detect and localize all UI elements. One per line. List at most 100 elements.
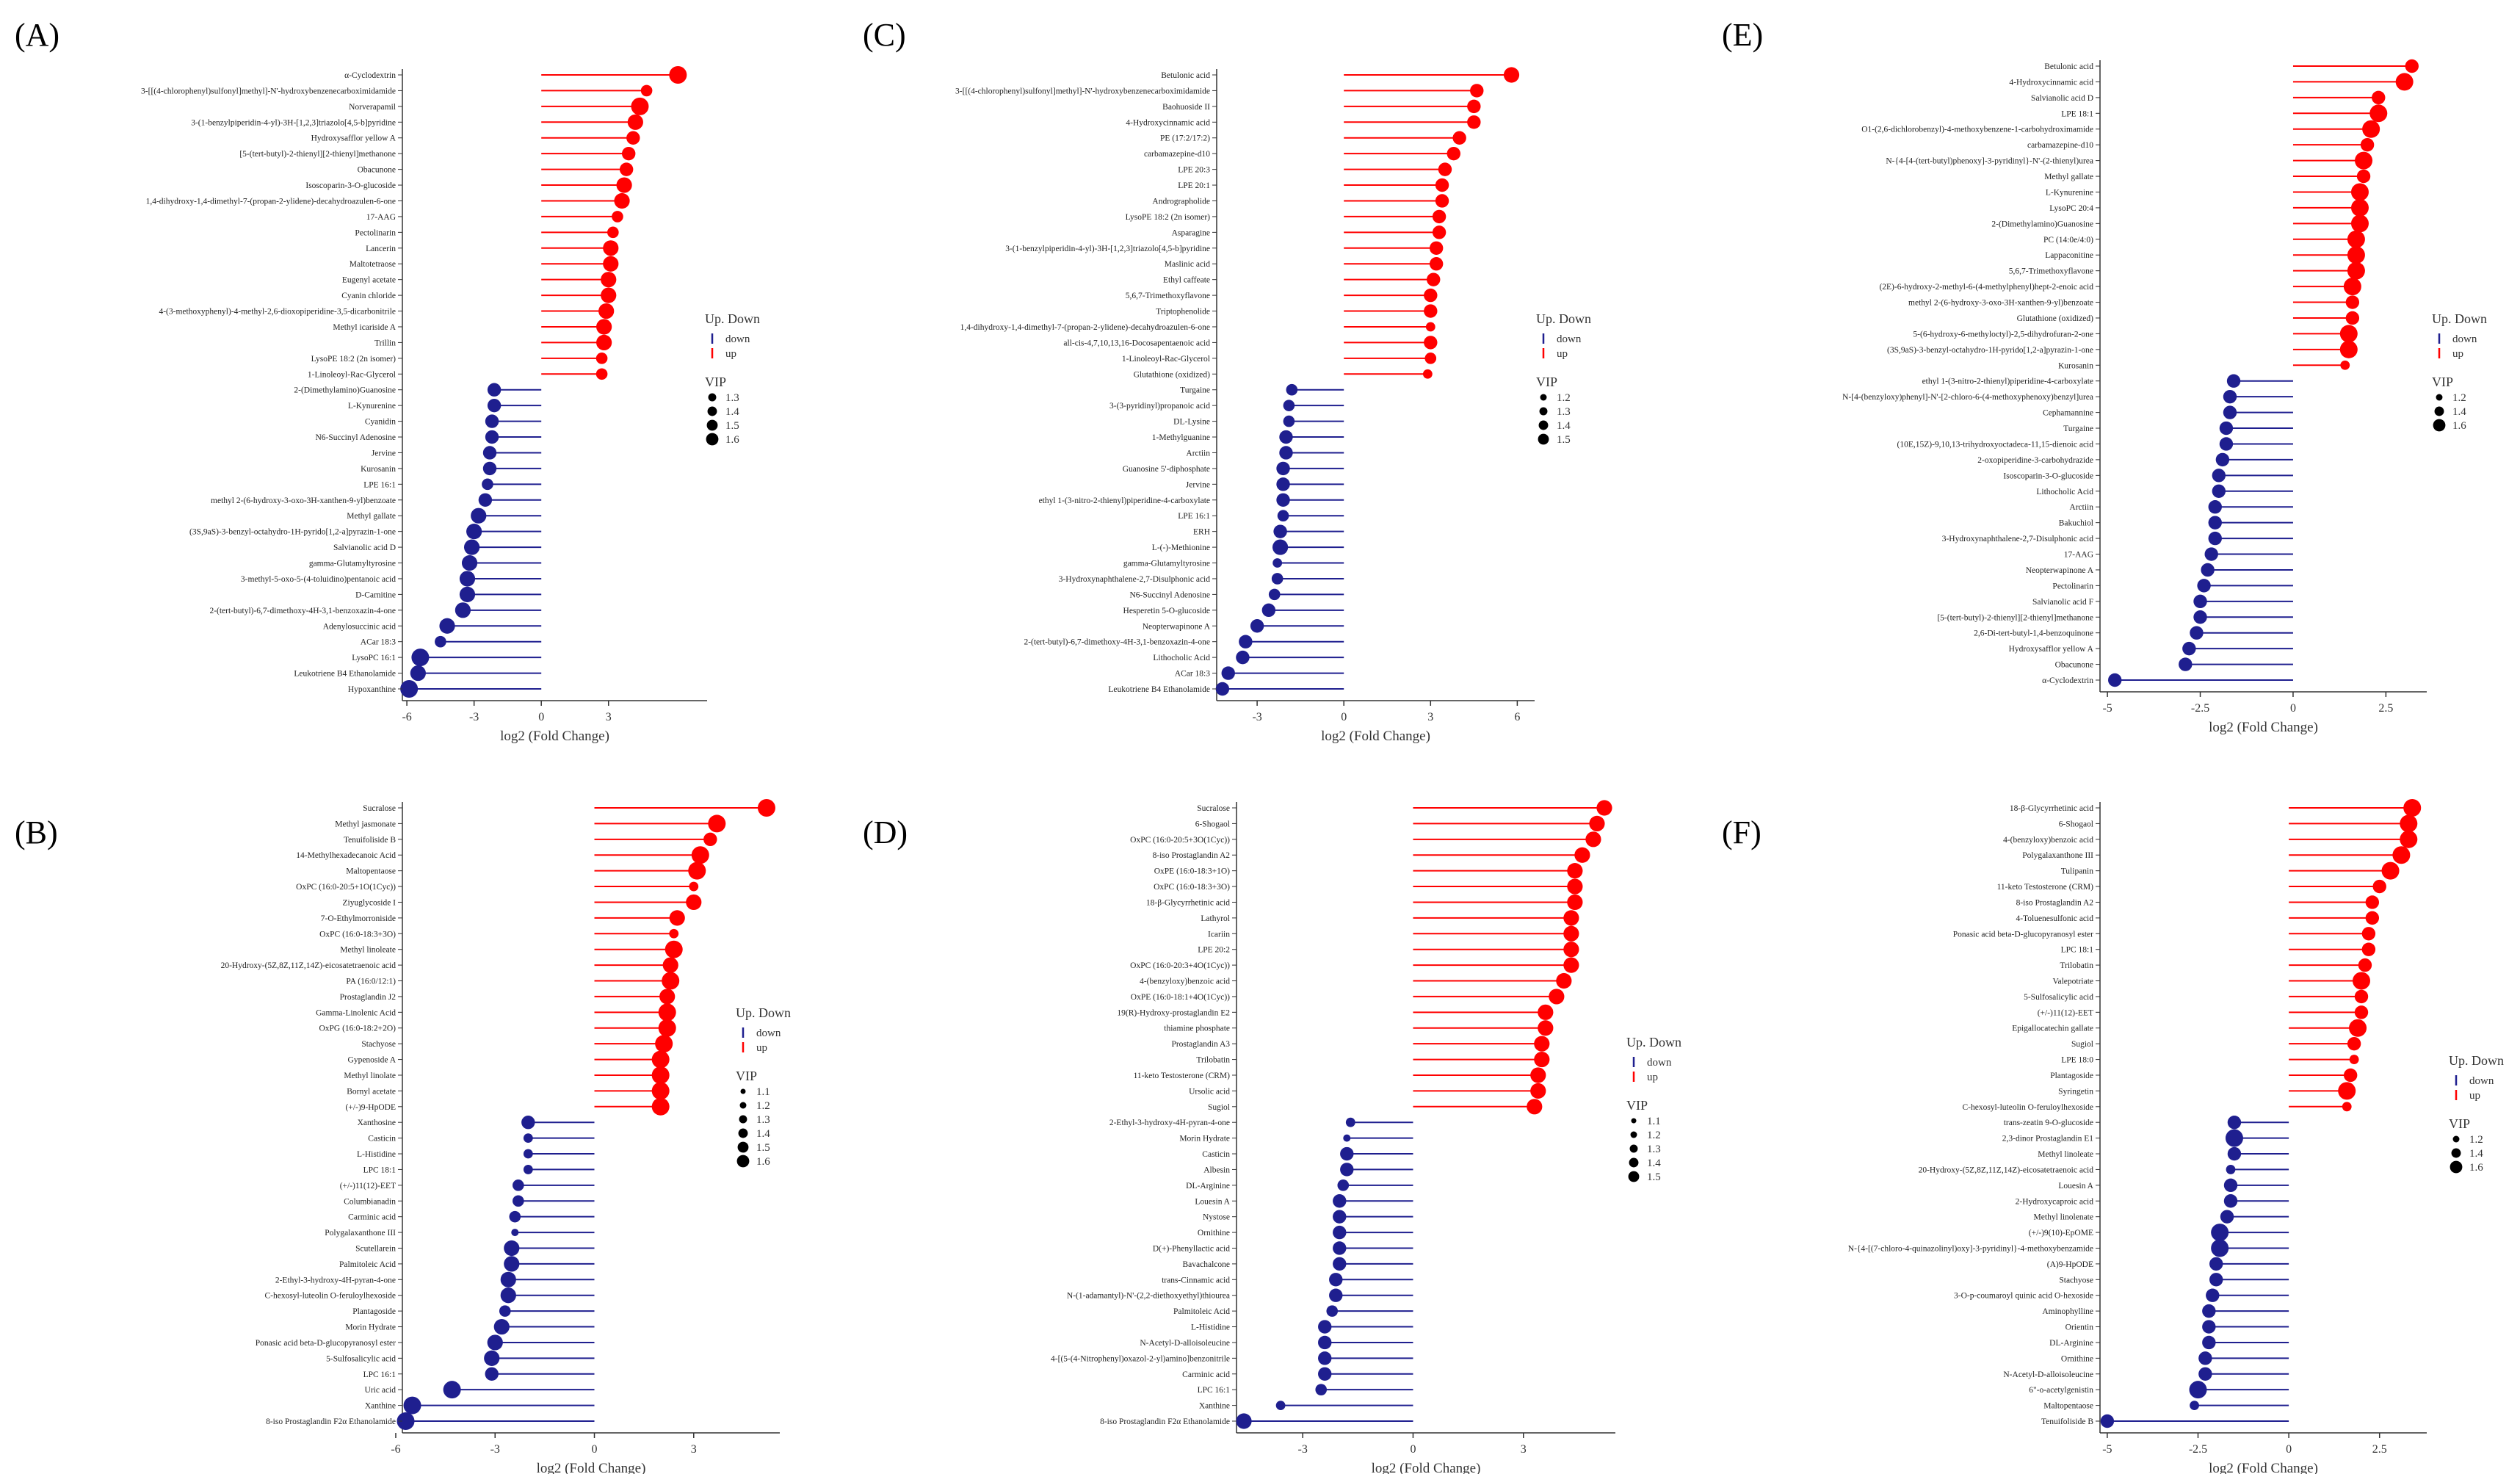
panel-c: (C) -3 0 3 6 log2 (Fold Change) Betulonic acid… xyxy=(863,17,1591,744)
metabolite-label: 1,4-dihydroxy-1,4-dimethyl-7-(propan-2-y… xyxy=(960,323,1210,332)
lollipop-point xyxy=(2350,214,2369,233)
lollipop-point xyxy=(2372,879,2386,894)
metabolite-label: Ornithine xyxy=(2061,1354,2093,1363)
lollipop-point xyxy=(2405,59,2419,73)
legend-direction-title: Up. Down xyxy=(1536,311,1591,326)
legend-vip-label: 1.4 xyxy=(756,1128,770,1140)
panel-f: (F) -5 -2.5 0 2.5 log2 (Fold Change) 18-β-Glyc… xyxy=(1722,799,2504,1474)
lollipop-point xyxy=(691,846,709,864)
metabolite-label: LPE 18:1 xyxy=(2061,109,2093,118)
metabolite-label: 4-(3-methoxyphenyl)-4-methyl-2,6-dioxopi… xyxy=(159,308,396,317)
metabolite-label: OxPC (16:0-20:5+3O(1Cyc)) xyxy=(1130,836,1230,845)
lollipop-point xyxy=(2198,1351,2212,1365)
lollipop-point xyxy=(1318,1335,1332,1350)
legend-vip-label: 1.2 xyxy=(2469,1134,2483,1146)
metabolite-label: PE (17:2/17:2) xyxy=(1160,134,1210,143)
x-axis-title: log2 (Fold Change) xyxy=(500,729,609,744)
legend-vip-dot xyxy=(737,1141,749,1153)
metabolite-label: Turgaine xyxy=(1180,386,1210,395)
metabolite-label: [5-(tert-butyl)-2-thienyl][2-thienyl]met… xyxy=(239,150,396,159)
metabolite-label: Kurosanin xyxy=(361,465,396,474)
x-tick-label: -3 xyxy=(469,711,479,723)
metabolite-label: Palmitoleic Acid xyxy=(1173,1307,1230,1316)
x-tick-label: 2.5 xyxy=(2378,702,2393,715)
lollipop-point xyxy=(1326,1305,1339,1317)
lollipop-point xyxy=(2223,405,2237,419)
lollipop-point xyxy=(455,602,471,618)
lollipop-point xyxy=(1273,524,1287,538)
lollipop-point xyxy=(2100,1414,2115,1428)
legend-vip-label: 1.6 xyxy=(756,1156,770,1168)
metabolite-label: Betulonic acid xyxy=(1161,71,1210,80)
legend-vip-label: 1.5 xyxy=(1557,434,1571,446)
metabolite-label: ERH xyxy=(1193,528,1210,537)
lollipop-point xyxy=(1567,878,1583,895)
lollipop-point xyxy=(1585,831,1601,848)
metabolite-label: Syringetin xyxy=(2058,1087,2093,1096)
metabolite-label: Albesin xyxy=(1203,1166,1230,1174)
metabolite-label: Gypenoside A xyxy=(348,1056,397,1065)
metabolite-label: Casticin xyxy=(1202,1150,1230,1159)
x-axis-title: log2 (Fold Change) xyxy=(537,1461,646,1474)
lollipop-point xyxy=(2227,1116,2242,1130)
lollipop-point xyxy=(1429,257,1444,271)
metabolite-label: Obacunone xyxy=(358,166,396,175)
lollipop-point xyxy=(2193,610,2207,624)
legend-vip-dot xyxy=(2450,1160,2463,1174)
lollipop-point xyxy=(1329,1273,1343,1287)
lollipop-point xyxy=(410,665,426,682)
metabolite-label: 6-Shogaol xyxy=(2059,820,2093,828)
lollipop-point xyxy=(1538,1004,1554,1020)
metabolite-label: [5-(tert-butyl)-2-thienyl][2-thienyl]met… xyxy=(1937,613,2093,622)
x-tick-label: -3 xyxy=(1252,711,1261,723)
lollipop-point xyxy=(485,430,499,444)
legend-down-label: down xyxy=(1557,333,1582,345)
lollipop-point xyxy=(523,1149,533,1159)
metabolite-label: OxPC (16:0-18:3+3O) xyxy=(319,930,396,939)
metabolite-label: 3-[[(4-chlorophenyl)sulfonyl]methyl]-N'-… xyxy=(141,87,396,95)
lollipop-point xyxy=(1424,336,1438,350)
lollipop-point xyxy=(2349,1019,2367,1037)
metabolite-label: C-hexosyl-luteolin O-feruloylhexoside xyxy=(264,1292,396,1301)
lollipop-point xyxy=(2349,1055,2359,1064)
lollipop-point xyxy=(1345,1117,1355,1127)
metabolite-label: 1-Linoleoyl-Rac-Glycerol xyxy=(308,370,396,379)
lollipop-point xyxy=(658,1003,676,1022)
panel-label: (B) xyxy=(15,814,58,850)
metabolite-label: Turgaine xyxy=(2063,425,2093,433)
metabolite-label: all-cis-4,7,10,13,16-Docosapentaenoic ac… xyxy=(1063,339,1210,347)
legend-vip-title: VIP xyxy=(1536,375,1557,389)
metabolite-label: 2-Hydroxycaproic acid xyxy=(2016,1197,2094,1206)
metabolite-label: 2-(Dimethylamino)Guanosine xyxy=(294,386,396,395)
legend: Up. Down down up VIP 1.2 1.4 1.6 xyxy=(2449,1053,2504,1174)
metabolite-label: N-Acetyl-D-alloisoleucine xyxy=(1140,1339,1230,1348)
metabolite-label: Sucralose xyxy=(1197,804,1230,813)
lollipop-point xyxy=(2356,169,2371,184)
lollipop-point xyxy=(2347,230,2365,248)
metabolite-label: 2-(tert-butyl)-6,7-dimethoxy-4H-3,1-benz… xyxy=(1024,638,1210,647)
metabolite-label: Uric acid xyxy=(365,1386,397,1395)
lollipop-point xyxy=(1275,1401,1286,1410)
lollipop-point xyxy=(1271,573,1283,585)
lollipop-point xyxy=(619,162,634,176)
metabolite-label: 17-AAG xyxy=(2064,551,2093,560)
lollipop-point xyxy=(2223,1178,2238,1193)
x-tick-label: 0 xyxy=(592,1443,598,1456)
metabolite-label: N6-Succinyl Adenosine xyxy=(315,433,396,442)
metabolite-label: LPE 20:1 xyxy=(1178,181,1210,190)
metabolite-label: (10E,15Z)-9,10,13-trihydroxyoctadeca-11,… xyxy=(1897,440,2094,449)
lollipop-point xyxy=(511,1229,519,1237)
panel-label: (D) xyxy=(863,814,908,850)
metabolite-label: 5-Sulfosalicylic acid xyxy=(2024,993,2093,1002)
lollipop-point xyxy=(651,1082,670,1100)
legend-down-label: down xyxy=(1647,1057,1672,1069)
metabolite-label: (3S,9aS)-3-benzyl-octahydro-1H-pyrido[1,… xyxy=(1887,346,2093,355)
lollipop-point xyxy=(631,97,649,115)
legend-up-label: up xyxy=(2452,348,2463,360)
legend-vip-label: 1.4 xyxy=(2469,1148,2483,1160)
metabolite-label: 1,4-dihydroxy-1,4-dimethyl-7-(propan-2-y… xyxy=(146,197,396,206)
x-tick-label: 3 xyxy=(691,1443,697,1456)
lollipop-point xyxy=(688,861,706,880)
lollipop-point xyxy=(651,1066,670,1084)
lollipop-point xyxy=(1556,972,1572,989)
